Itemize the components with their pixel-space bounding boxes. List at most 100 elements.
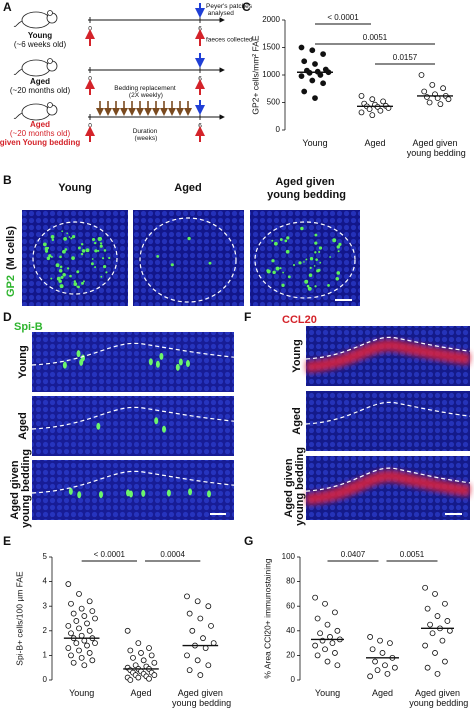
data-point xyxy=(189,627,196,634)
cell-signal xyxy=(69,274,72,278)
data-point xyxy=(366,106,373,112)
data-point xyxy=(86,650,93,656)
cell-signal xyxy=(76,285,79,288)
cell-signal xyxy=(81,249,86,253)
data-point xyxy=(138,650,144,656)
cell-signal xyxy=(99,242,103,245)
panel-label: G xyxy=(244,534,253,548)
cell-signal xyxy=(66,267,70,270)
cell-signal xyxy=(309,256,314,261)
data-point xyxy=(135,640,142,646)
data-point xyxy=(442,658,448,665)
data-point xyxy=(445,96,452,103)
data-point xyxy=(151,659,158,666)
data-point xyxy=(89,657,96,664)
data-point xyxy=(367,673,374,680)
stain-label: (M cells) xyxy=(5,226,17,270)
x-tick-label: Aged xyxy=(130,688,151,698)
time-label: 0 xyxy=(88,123,92,130)
data-point xyxy=(205,603,212,610)
cell-signal xyxy=(77,491,82,499)
cell-signal xyxy=(314,285,317,288)
row-label: Aged given young bedding xyxy=(283,447,306,529)
y-tick-label: 0 xyxy=(291,675,296,684)
data-point xyxy=(329,640,336,646)
data-point xyxy=(81,662,88,669)
data-point xyxy=(76,591,82,597)
data-point xyxy=(184,652,190,659)
data-point xyxy=(127,677,134,683)
data-point xyxy=(372,658,378,665)
data-point xyxy=(312,61,318,67)
cell-signal xyxy=(284,239,288,243)
p-value-label: 0.0051 xyxy=(363,33,388,42)
timeline-ticks xyxy=(89,17,201,120)
cell-signal xyxy=(58,268,63,273)
panel-label: E xyxy=(3,534,11,548)
data-point xyxy=(427,621,433,628)
cell-signal xyxy=(318,250,321,254)
data-point xyxy=(68,600,74,607)
y-tick-label: 2000 xyxy=(262,15,280,24)
data-point xyxy=(148,652,155,659)
follicle-outline xyxy=(139,217,237,303)
data-point xyxy=(369,646,376,653)
data-point xyxy=(309,77,316,84)
data-point xyxy=(437,101,444,108)
data-point xyxy=(140,657,147,664)
data-point xyxy=(197,672,204,678)
cell-signal xyxy=(335,277,340,281)
cell-signal xyxy=(306,284,310,288)
cell-signal xyxy=(159,352,164,360)
annotation: Duration (weeks) xyxy=(133,128,158,142)
y-tick-label: 100 xyxy=(282,552,296,561)
data-point xyxy=(382,662,388,669)
cell-signal xyxy=(94,249,98,253)
cell-signal xyxy=(62,272,66,277)
cell-signal xyxy=(286,236,290,240)
group-note: given Young bedding xyxy=(0,138,80,147)
nuclei-texture xyxy=(250,210,360,306)
data-point xyxy=(444,618,451,624)
cell-signal xyxy=(94,266,97,269)
cell-signal xyxy=(100,275,103,278)
cell-signal xyxy=(300,226,304,231)
x-tick-label: Aged given young bedding xyxy=(170,688,232,708)
row-label: Young xyxy=(17,345,29,378)
data-point xyxy=(194,657,201,664)
nuclei-texture xyxy=(22,210,128,306)
data-point xyxy=(432,650,438,656)
data-point xyxy=(377,107,384,114)
data-point xyxy=(205,662,212,669)
data-point xyxy=(358,93,365,99)
cell-signal xyxy=(62,361,67,369)
cell-signal xyxy=(50,234,55,239)
data-point xyxy=(78,654,85,661)
data-point xyxy=(197,615,204,622)
cell-signal xyxy=(154,417,159,425)
cell-signal xyxy=(281,283,285,287)
data-point xyxy=(301,58,308,65)
cell-signal xyxy=(66,232,69,235)
cell-signal xyxy=(128,490,133,498)
data-point xyxy=(320,51,327,57)
cell-signal xyxy=(98,491,103,499)
stain-band xyxy=(305,339,471,373)
cell-signal xyxy=(97,249,100,252)
cell-signal xyxy=(317,268,321,272)
p-value-label: < 0.0001 xyxy=(94,550,126,559)
cell-signal xyxy=(55,263,60,268)
y-tick-label: 5 xyxy=(43,552,48,561)
data-point xyxy=(92,640,98,646)
data-point xyxy=(76,625,82,632)
panel-label: D xyxy=(3,310,12,324)
data-point xyxy=(334,627,341,634)
cell-signal xyxy=(50,277,53,280)
bedding-arrows xyxy=(96,101,192,116)
cell-signal xyxy=(274,241,278,246)
data-point xyxy=(298,73,305,79)
data-point xyxy=(135,674,142,681)
data-point xyxy=(78,605,85,612)
cell-signal xyxy=(329,256,332,258)
